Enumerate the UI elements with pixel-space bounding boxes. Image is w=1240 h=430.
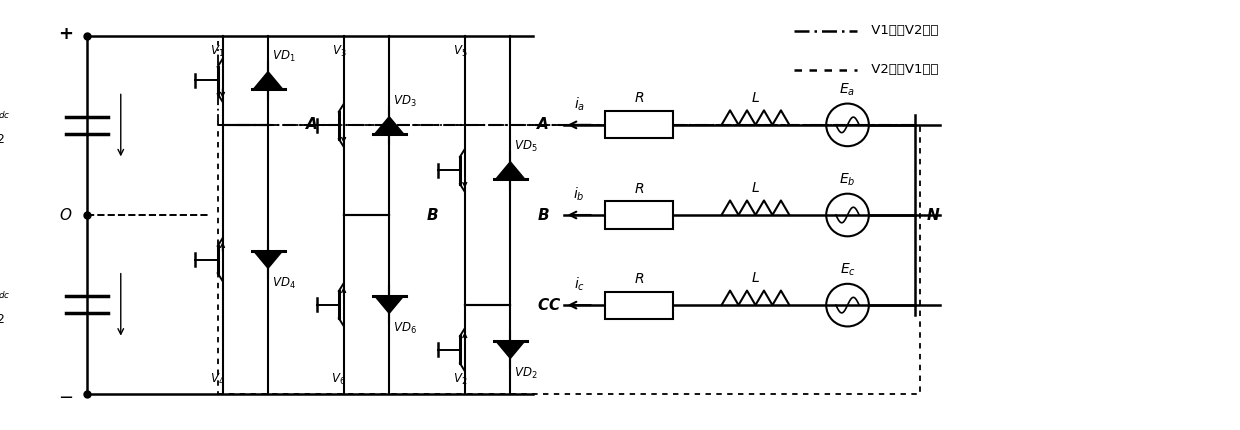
Text: A: A — [306, 117, 317, 132]
Text: 2: 2 — [0, 313, 4, 326]
FancyBboxPatch shape — [605, 111, 673, 138]
Text: L: L — [751, 181, 759, 195]
Text: $i_b$: $i_b$ — [573, 186, 585, 203]
Text: $VD_6$: $VD_6$ — [393, 321, 417, 336]
Text: $V_2$: $V_2$ — [453, 372, 467, 387]
Text: R: R — [635, 181, 644, 196]
Text: $VD_5$: $VD_5$ — [515, 138, 538, 154]
FancyBboxPatch shape — [605, 201, 673, 229]
Text: $i_a$: $i_a$ — [574, 96, 585, 113]
Text: N: N — [928, 208, 940, 222]
Text: L: L — [751, 271, 759, 285]
Text: $V_5$: $V_5$ — [453, 43, 467, 58]
Text: $E_b$: $E_b$ — [839, 172, 856, 188]
Text: $VD_3$: $VD_3$ — [393, 94, 417, 109]
Text: C: C — [548, 298, 559, 313]
Text: $V_3$: $V_3$ — [331, 43, 346, 58]
Text: O: O — [60, 208, 72, 222]
Text: B: B — [537, 208, 549, 222]
Text: $VD_1$: $VD_1$ — [272, 49, 295, 64]
Text: A: A — [537, 117, 549, 132]
Text: $VD_2$: $VD_2$ — [515, 366, 538, 381]
Text: +: + — [58, 25, 73, 43]
Polygon shape — [374, 117, 404, 134]
Text: R: R — [635, 272, 644, 286]
Text: 2: 2 — [0, 133, 4, 146]
Text: $E_a$: $E_a$ — [839, 81, 856, 98]
Polygon shape — [374, 296, 404, 313]
Text: $V_1$: $V_1$ — [211, 43, 224, 58]
FancyBboxPatch shape — [605, 292, 673, 319]
Polygon shape — [253, 71, 283, 89]
Text: L: L — [751, 91, 759, 104]
Polygon shape — [496, 162, 525, 179]
Polygon shape — [496, 341, 525, 359]
Polygon shape — [253, 251, 283, 268]
Text: $V_6$: $V_6$ — [331, 372, 346, 387]
Text: $VD_4$: $VD_4$ — [272, 276, 296, 292]
Text: $U_{dc}$: $U_{dc}$ — [0, 106, 10, 121]
Text: R: R — [635, 92, 644, 105]
Text: V2导通V1关断: V2导通V1关断 — [867, 63, 939, 76]
Text: C: C — [538, 298, 549, 313]
Text: V1导通V2关断: V1导通V2关断 — [867, 25, 939, 37]
Text: $V_4$: $V_4$ — [211, 372, 226, 387]
Text: B: B — [427, 208, 439, 222]
Text: $E_c$: $E_c$ — [839, 261, 856, 278]
Text: $-$: $-$ — [58, 387, 73, 405]
Text: $U_{dc}$: $U_{dc}$ — [0, 286, 10, 301]
Text: $i_c$: $i_c$ — [574, 276, 585, 294]
